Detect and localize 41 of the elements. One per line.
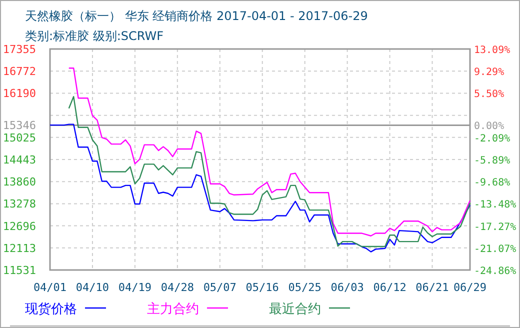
x-tick-label: 05/16 xyxy=(246,281,279,294)
y-tick-label: 14443 xyxy=(2,154,36,166)
legend-label: 最近合约 xyxy=(269,302,321,317)
x-tick-label: 06/21 xyxy=(416,281,449,294)
chart-subtitle: 类别:标准胶 级别:SCRWF xyxy=(25,29,164,43)
y2-tick-label: 5.50% xyxy=(474,89,504,100)
y-tick-label: 16772 xyxy=(2,65,36,78)
x-tick-label: 05/07 xyxy=(203,281,236,294)
x-tick-label: 05/25 xyxy=(288,281,322,294)
y-tick-label: 15025 xyxy=(2,131,36,144)
y2-tick-label: 0.00% xyxy=(474,121,504,132)
line-series xyxy=(49,124,471,252)
y-tick-label: 15346 xyxy=(2,119,36,132)
y-tick-label: 12113 xyxy=(2,242,36,255)
y2-tick-label: -5.89% xyxy=(474,156,510,167)
y-tick-label: 16190 xyxy=(2,87,36,100)
y-tick-label: 12696 xyxy=(2,220,36,233)
y2-tick-label: -2.09% xyxy=(474,133,510,144)
x-tick-label: 06/12 xyxy=(373,281,406,294)
y-tick-label: 13860 xyxy=(2,176,36,189)
chart-title: 天然橡胶（标一） 华东 经销商价格 2017-04-01 - 2017-06-29 xyxy=(25,9,368,23)
legend-label: 现货价格 xyxy=(25,302,77,317)
y2-tick-label: -9.68% xyxy=(474,178,510,189)
y2-tick-label: -24.86% xyxy=(474,266,516,277)
x-tick-label: 04/10 xyxy=(76,281,110,294)
y2-tick-label: -13.48% xyxy=(474,200,516,211)
x-tick-label: 04/19 xyxy=(118,281,152,294)
y2-tick-label: -21.07% xyxy=(474,244,516,255)
legend-label: 主力合约 xyxy=(147,301,199,317)
x-tick-label: 04/28 xyxy=(160,281,194,294)
x-tick-label: 06/03 xyxy=(330,281,364,294)
line-series xyxy=(68,68,471,236)
y-tick-label: 17355 xyxy=(2,43,36,56)
y2-tick-label: 9.29% xyxy=(474,67,504,78)
line-series xyxy=(68,96,471,248)
y-tick-label: 13278 xyxy=(2,198,36,211)
y2-tick-label: 13.09% xyxy=(474,45,510,56)
y2-tick-label: -17.27% xyxy=(474,222,516,233)
x-tick-label: 04/01 xyxy=(33,281,67,294)
x-tick-label: 06/29 xyxy=(453,281,487,294)
y-tick-label: 11531 xyxy=(2,264,36,277)
